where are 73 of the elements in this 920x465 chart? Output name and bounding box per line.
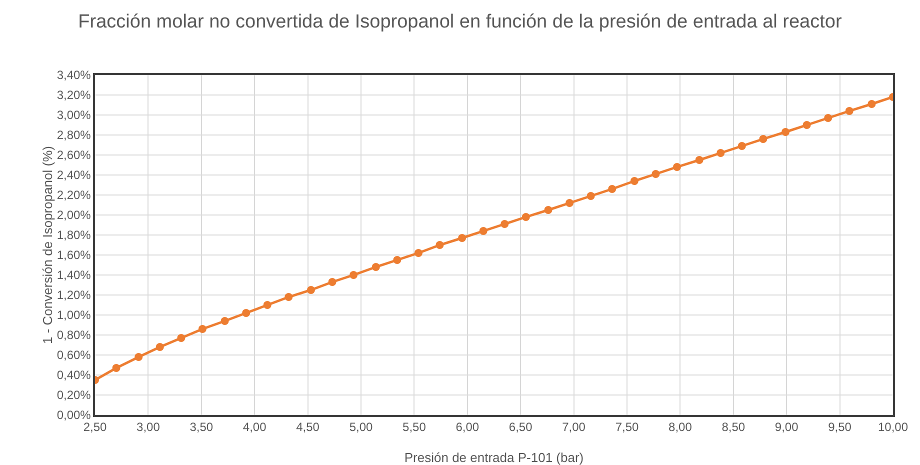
x-tick-label: 9,00: [774, 420, 799, 434]
y-axis-title: 1 - Conversión de Isopropanol (%): [40, 146, 55, 344]
x-tick-label: 3,00: [136, 420, 160, 434]
y-tick-label: 2,60%: [56, 148, 92, 162]
y-tick-label: 1,20%: [56, 288, 92, 302]
y-tick-label: 1,80%: [56, 228, 92, 242]
point: [845, 107, 854, 115]
x-tick-label: 10,00: [878, 420, 908, 434]
point: [177, 334, 186, 342]
point: [716, 149, 725, 157]
point: [608, 185, 616, 193]
y-tick-label: 0,80%: [56, 328, 92, 342]
y-tick-label: 2,00%: [56, 208, 92, 222]
x-tick-label: 9,50: [828, 420, 852, 434]
point: [328, 278, 336, 286]
point: [436, 241, 444, 249]
x-tick-label: 8,50: [722, 420, 746, 434]
y-tick-label: 3,40%: [56, 68, 92, 82]
point: [156, 343, 164, 351]
point: [284, 293, 293, 301]
point: [759, 135, 768, 143]
x-tick-label: 5,00: [349, 420, 373, 434]
point: [350, 271, 358, 279]
point: [500, 220, 509, 228]
point: [544, 206, 552, 214]
point: [652, 170, 660, 178]
x-tick-label: 4,50: [296, 420, 320, 434]
point: [586, 192, 595, 200]
y-tick-label: 2,40%: [56, 168, 92, 182]
point: [782, 128, 790, 136]
point: [868, 100, 876, 108]
y-tick-label: 3,20%: [56, 88, 92, 102]
y-tick-label: 0,00%: [56, 408, 92, 422]
x-tick-label: 7,00: [562, 420, 586, 434]
point: [393, 256, 402, 264]
x-tick-label: 7,50: [615, 420, 639, 434]
point: [112, 364, 120, 372]
point: [242, 309, 250, 317]
point: [738, 142, 746, 150]
point: [695, 156, 704, 164]
x-axis-title: Presión de entrada P-101 (bar): [404, 450, 584, 465]
y-tick-label: 0,60%: [56, 348, 92, 362]
y-tick-label: 2,80%: [56, 128, 92, 142]
point: [566, 199, 574, 207]
x-tick-label: 6,50: [508, 420, 533, 434]
point: [372, 263, 380, 271]
point: [198, 325, 206, 333]
x-tick-label: 4,00: [242, 420, 267, 434]
x-tick-label: 3,50: [190, 420, 214, 434]
point: [802, 121, 811, 129]
y-tick-label: 2,20%: [56, 188, 92, 202]
point: [263, 301, 272, 309]
point: [479, 227, 488, 235]
point: [220, 317, 229, 325]
y-tick-label: 3,00%: [56, 108, 92, 122]
point: [824, 114, 832, 122]
x-tick-label: 5,50: [402, 420, 426, 434]
x-tick-label: 8,00: [668, 420, 692, 434]
point: [630, 177, 638, 185]
y-tick-label: 1,40%: [56, 268, 92, 282]
point: [134, 353, 143, 361]
point: [458, 234, 466, 242]
x-tick-label: 6,00: [456, 420, 480, 434]
chart-title: Fracción molar no convertida de Isopropanol en función de la presión de entrada al reactor: [78, 11, 842, 32]
point: [673, 163, 682, 171]
x-tick-label: 2,50: [83, 420, 107, 434]
y-tick-label: 1,00%: [56, 308, 92, 322]
y-tick-label: 0,20%: [56, 388, 92, 402]
point: [306, 286, 315, 294]
y-tick-label: 0,40%: [56, 368, 92, 382]
point: [522, 213, 530, 221]
point: [414, 249, 422, 257]
y-tick-label: 1,60%: [56, 248, 92, 262]
